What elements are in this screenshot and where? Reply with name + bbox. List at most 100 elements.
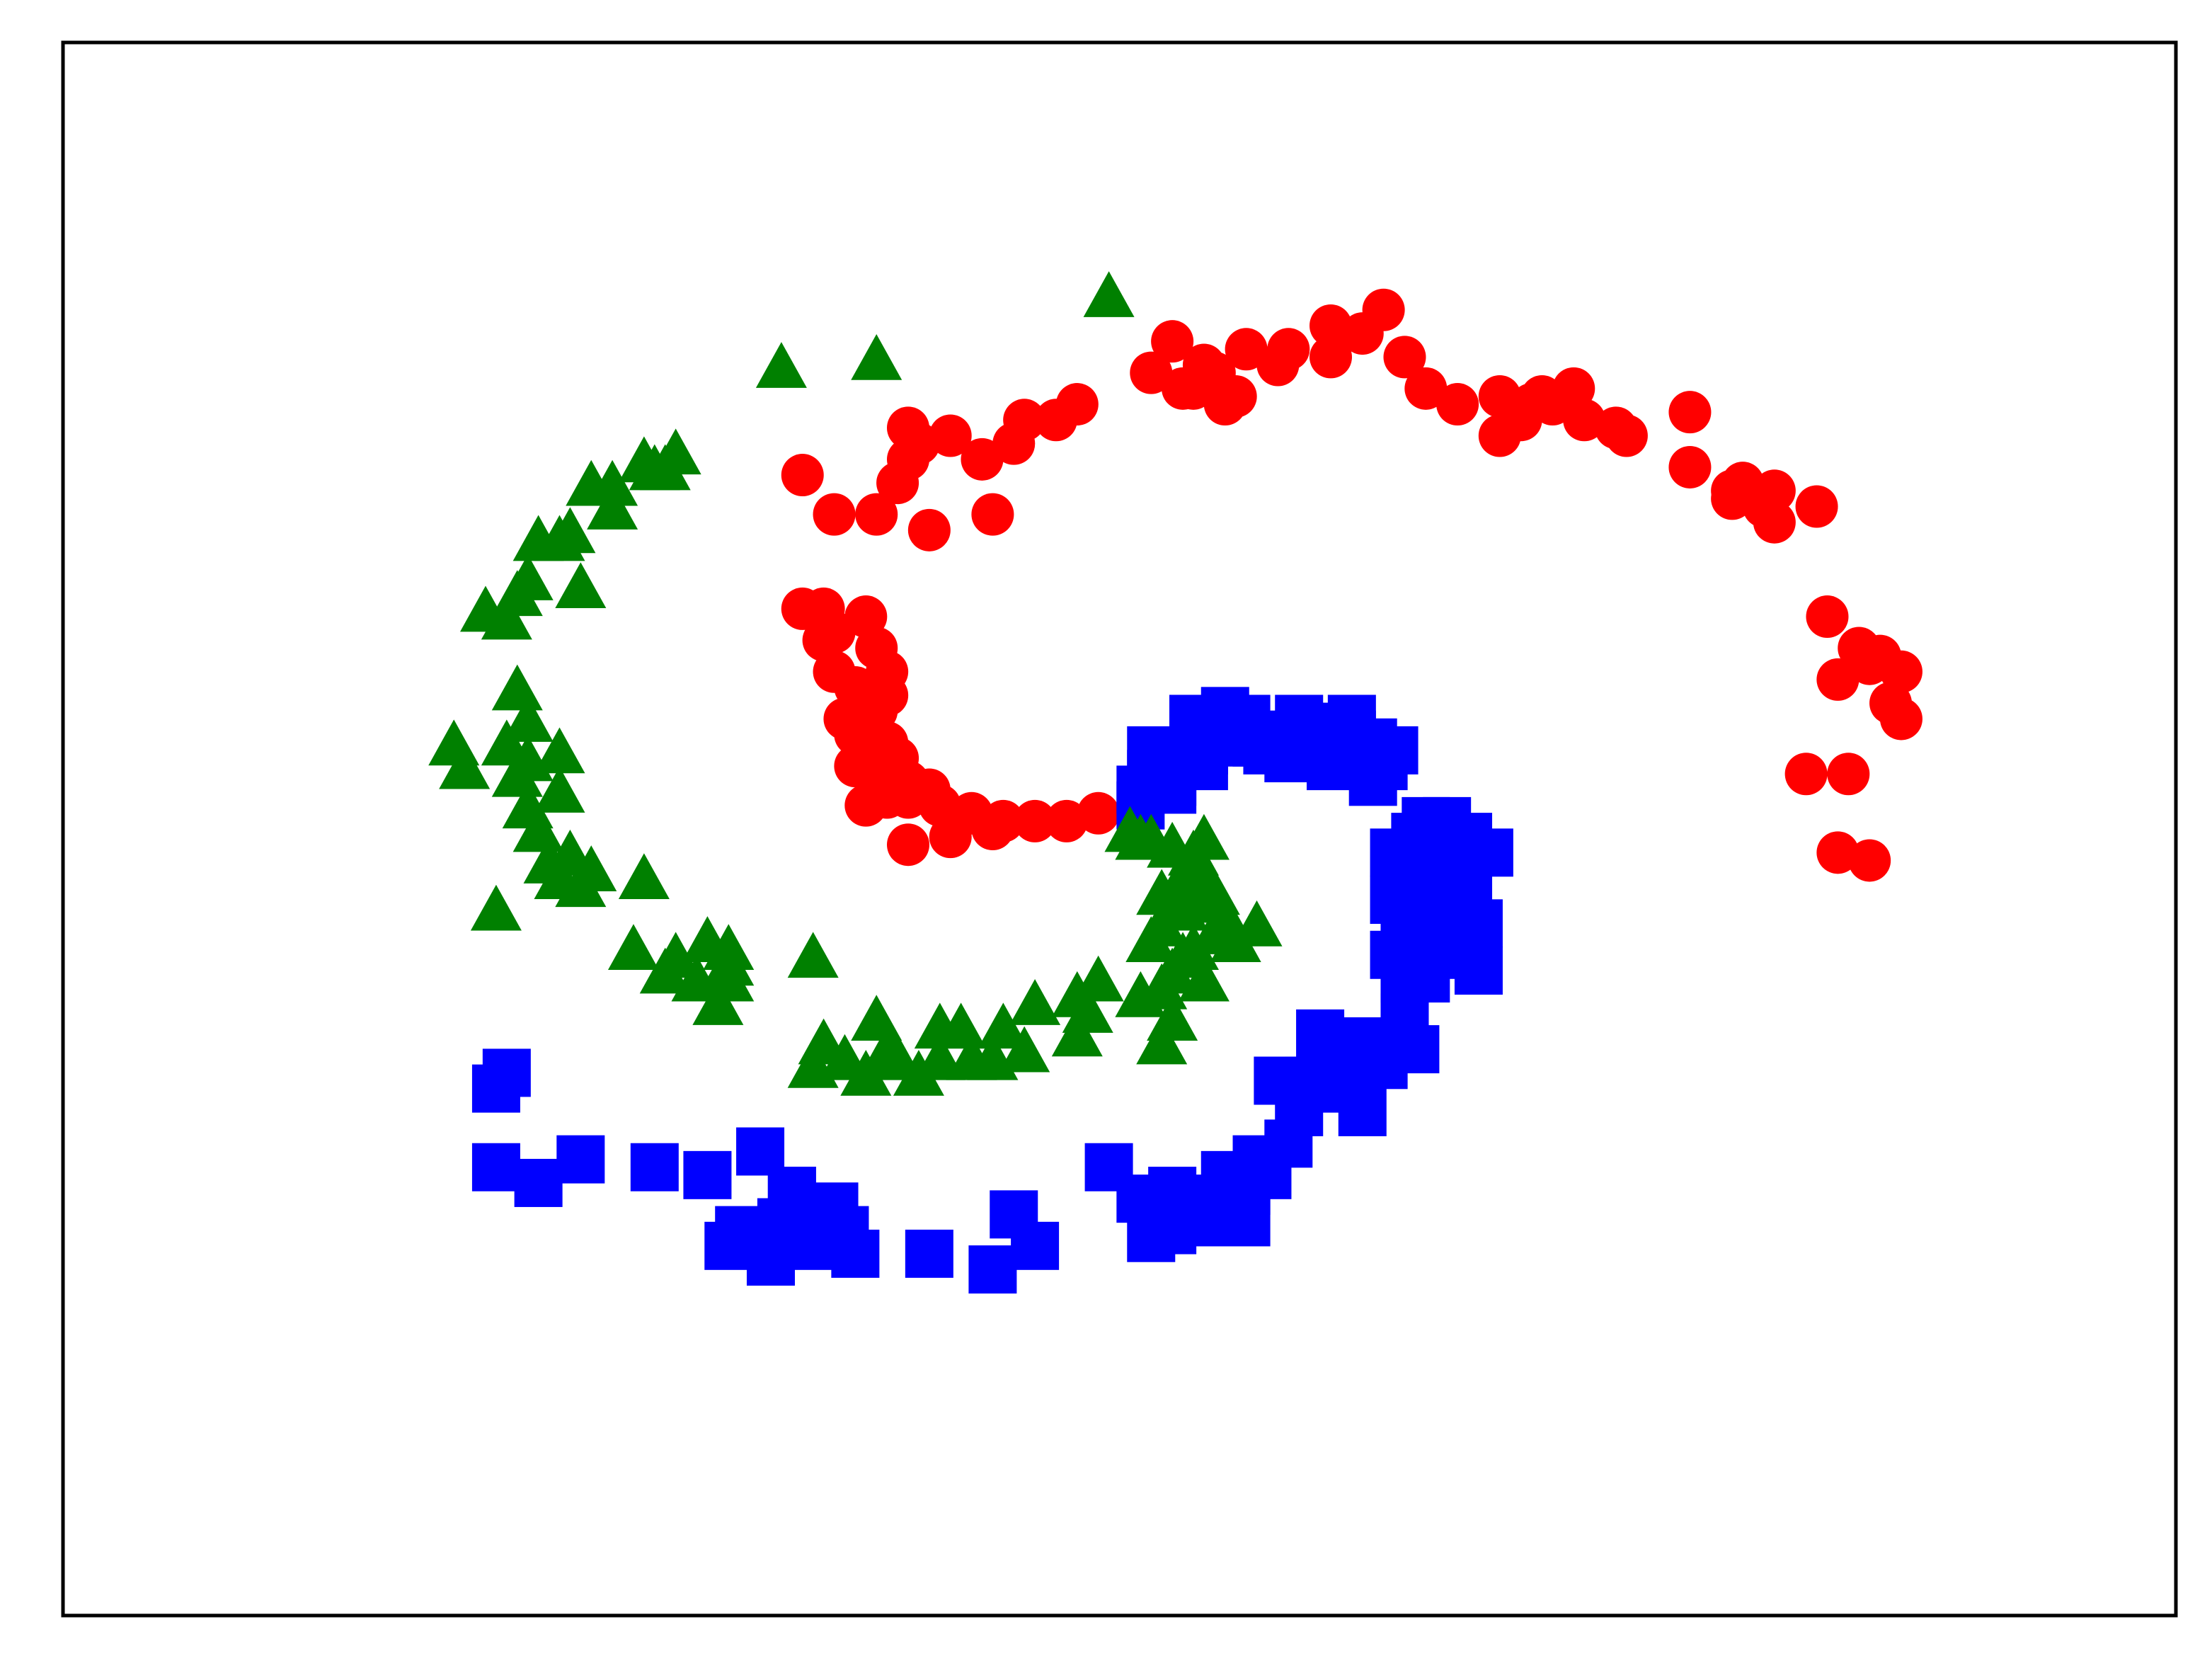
square-point — [1222, 694, 1271, 743]
triangle-point — [1125, 916, 1177, 962]
circle-point — [855, 493, 898, 536]
axes-frame — [61, 40, 2178, 1618]
square-point — [471, 1064, 520, 1113]
triangle-point — [1167, 924, 1219, 971]
circle-point — [1310, 336, 1352, 379]
square-point — [990, 1190, 1038, 1239]
circle-point — [907, 508, 951, 551]
triangle-point — [755, 342, 807, 388]
square-point — [1116, 1174, 1165, 1223]
triangle-point — [512, 806, 564, 852]
circle-point — [1151, 320, 1194, 363]
triangle-point — [607, 924, 659, 971]
circle-point — [1130, 351, 1173, 394]
triangle-point — [439, 743, 491, 789]
triangle-point — [1210, 916, 1261, 962]
circle-point — [1404, 367, 1448, 410]
circle-point — [866, 674, 909, 717]
triangle-point — [1136, 1018, 1188, 1065]
triangle-point — [1157, 853, 1209, 900]
triangle-point — [502, 696, 554, 742]
circle-point — [1077, 791, 1120, 835]
triangle-point — [1188, 869, 1240, 915]
square-point — [1148, 765, 1197, 814]
square-point — [968, 1245, 1017, 1294]
circle-point — [876, 462, 919, 505]
circle-point — [1510, 383, 1553, 426]
triangle-point — [1115, 813, 1167, 860]
circle-point — [1668, 445, 1712, 488]
circle-point — [813, 493, 856, 536]
circle-point — [1203, 383, 1247, 426]
series-circle-group — [781, 288, 1922, 882]
circle-point — [887, 406, 929, 450]
square-point — [514, 1158, 563, 1207]
circle-point — [1267, 328, 1310, 371]
triangle-point — [851, 995, 902, 1041]
circle-point — [781, 454, 824, 497]
triangle-point — [851, 334, 902, 380]
triangle-point — [787, 932, 839, 978]
circle-point — [1182, 343, 1225, 387]
square-point — [736, 1127, 785, 1176]
triangle-point — [555, 562, 607, 608]
circle-point — [1753, 469, 1796, 513]
circle-point — [907, 768, 951, 811]
triangle-point — [1051, 971, 1103, 1017]
square-point — [1465, 828, 1513, 877]
circle-point — [1045, 799, 1088, 842]
circle-point — [1816, 658, 1859, 701]
triangle-point — [618, 853, 670, 900]
circle-point — [1848, 642, 1891, 685]
circle-point — [1816, 831, 1859, 874]
triangle-point — [534, 767, 585, 813]
triangle-point — [914, 1002, 965, 1049]
triangle-point — [1051, 1010, 1103, 1057]
triangle-point — [544, 829, 596, 876]
circle-point — [802, 619, 845, 662]
triangle-point — [978, 1002, 1029, 1049]
square-point — [630, 1143, 679, 1191]
circle-point — [1848, 839, 1891, 882]
triangle-point — [502, 782, 554, 829]
triangle-point — [999, 1026, 1050, 1073]
triangle-point — [692, 979, 744, 1025]
circle-point — [1827, 753, 1870, 796]
square-point — [471, 1143, 520, 1191]
circle-point — [1225, 328, 1268, 371]
circle-point — [1784, 753, 1828, 796]
triangle-point — [502, 554, 554, 600]
triangle-point — [682, 916, 733, 962]
circle-point — [1436, 383, 1479, 426]
triangle-point — [587, 484, 638, 530]
circle-point — [844, 595, 888, 639]
circle-point — [971, 808, 1014, 850]
triangle-point — [502, 735, 554, 782]
square-point — [1222, 1198, 1271, 1247]
square-point — [1232, 1135, 1281, 1184]
circle-point — [1879, 697, 1922, 741]
circle-point — [1362, 288, 1405, 331]
square-point — [1359, 742, 1408, 791]
circle-point — [1310, 304, 1352, 347]
square-point — [905, 1229, 953, 1278]
series-triangle-group — [428, 271, 1283, 1096]
series-square-group — [471, 687, 1513, 1294]
circle-point — [1594, 406, 1637, 450]
triangle-point — [491, 664, 543, 711]
square-point — [683, 1150, 732, 1199]
triangle-point — [534, 727, 585, 774]
circle-point — [1721, 462, 1765, 505]
circle-point — [866, 776, 909, 819]
triangle-point — [1178, 813, 1230, 860]
circle-point — [1795, 485, 1838, 528]
triangle-point — [470, 884, 522, 931]
square-point — [1454, 899, 1503, 948]
square-point — [1254, 1056, 1302, 1105]
circle-point — [961, 438, 1004, 481]
triangle-point — [566, 459, 617, 506]
circle-point — [887, 823, 929, 867]
